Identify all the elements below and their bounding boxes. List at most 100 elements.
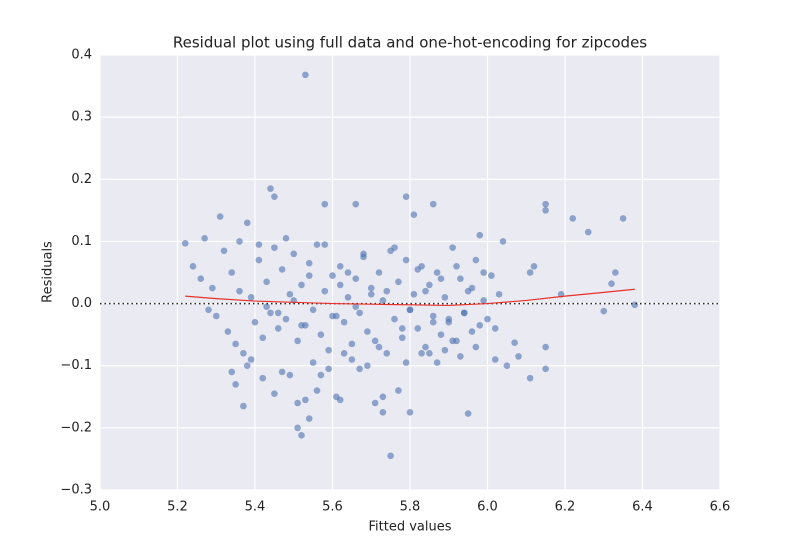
scatter-point: [294, 337, 301, 345]
x-tick-label: 5.4: [245, 500, 266, 515]
scatter-point: [317, 331, 325, 338]
scatter-point: [201, 235, 208, 242]
scatter-point: [418, 349, 425, 357]
scatter-point: [232, 381, 239, 388]
scatter-point: [325, 365, 332, 373]
scatter-point: [398, 334, 406, 342]
scatter-point: [305, 259, 313, 267]
scatter-point: [383, 349, 391, 357]
scatter-point: [608, 280, 615, 287]
scatter-point: [488, 272, 495, 279]
scatter-point: [453, 262, 460, 270]
scatter-point: [437, 275, 445, 283]
scatter-point: [356, 365, 363, 373]
scatter-point: [383, 287, 391, 295]
scatter-point: [495, 290, 503, 298]
scatter-point: [298, 322, 305, 329]
scatter-point: [379, 297, 387, 304]
scatter-point: [336, 262, 344, 270]
x-tick-label: 5.8: [400, 500, 421, 515]
scatter-point: [205, 306, 212, 314]
scatter-point: [499, 238, 507, 245]
scatter-point: [441, 346, 449, 354]
scatter-point: [302, 396, 309, 404]
scatter-point: [476, 231, 484, 239]
scatter-point: [267, 185, 274, 192]
scatter-point: [422, 287, 429, 295]
scatter-point: [309, 359, 317, 366]
scatter-point: [302, 71, 309, 79]
scatter-point: [402, 193, 410, 200]
y-tick-label: 0.3: [71, 110, 92, 125]
scatter-point: [352, 303, 360, 310]
scatter-point: [348, 356, 356, 363]
scatter-point: [224, 328, 232, 335]
scatter-point: [619, 215, 627, 222]
fit-line: [185, 288, 635, 307]
scatter-point: [313, 387, 321, 394]
scatter-point: [220, 247, 228, 255]
scatter-point: [267, 309, 274, 317]
scatter-point: [468, 328, 476, 335]
scatter-point: [325, 346, 332, 354]
x-tick-label: 5.6: [322, 500, 343, 515]
scatter-point: [542, 343, 549, 351]
scatter-point: [228, 269, 236, 276]
scatter-point: [263, 303, 270, 310]
scatter-point: [364, 362, 371, 370]
scatter-point: [612, 269, 619, 276]
scatter-point: [243, 362, 251, 370]
scatter-point: [228, 368, 236, 376]
scatter-point: [305, 272, 313, 279]
scatter-point: [480, 297, 487, 304]
scatter-point: [247, 294, 255, 301]
scatter-point: [336, 281, 344, 289]
y-tick-label: 0.4: [71, 48, 92, 63]
scatter-point: [457, 353, 464, 360]
scatter-point: [422, 343, 429, 351]
scatter-point: [449, 244, 456, 251]
scatter-point: [309, 306, 317, 314]
scatter-point: [395, 387, 402, 394]
scatter-point: [398, 325, 406, 332]
scatter-point: [278, 368, 286, 376]
scatter-point: [491, 325, 499, 332]
scatter-point: [232, 340, 239, 348]
scatter-point: [530, 262, 538, 270]
scatter-point: [360, 250, 367, 258]
scatter-point: [329, 312, 336, 320]
x-tick-label: 6.4: [632, 500, 653, 515]
scatter-point: [542, 200, 549, 208]
scatter-point: [468, 284, 476, 292]
scatter-point: [437, 331, 445, 338]
y-tick-label: 0.1: [71, 234, 92, 249]
scatter-point: [240, 402, 247, 410]
x-tick-label: 6.6: [710, 500, 731, 515]
scatter-point: [278, 266, 286, 273]
scatter-point: [584, 228, 592, 236]
scatter-point: [379, 409, 387, 416]
scatter-point: [476, 322, 484, 329]
scatter-point: [429, 312, 437, 320]
scatter-point: [313, 241, 321, 248]
scatter-point: [274, 325, 282, 332]
scatter-point: [274, 309, 282, 317]
scatter-point: [263, 278, 270, 286]
scatter-point: [352, 275, 360, 283]
scatter-point: [429, 318, 437, 326]
scatter-point: [406, 409, 414, 416]
scatter-point: [406, 306, 414, 314]
x-tick-label: 5.0: [90, 500, 111, 515]
scatter-point: [426, 349, 433, 357]
scatter-point: [445, 315, 453, 323]
scatter-point: [181, 239, 189, 247]
scatter-point: [426, 281, 433, 289]
scatter-point: [371, 337, 379, 345]
y-axis-label: Residuals: [41, 241, 56, 303]
scatter-point: [321, 200, 329, 208]
scatter-point: [259, 334, 267, 342]
scatter-point: [336, 396, 344, 404]
y-tick-label: −0.2: [60, 420, 92, 435]
scatter-point: [395, 278, 402, 286]
